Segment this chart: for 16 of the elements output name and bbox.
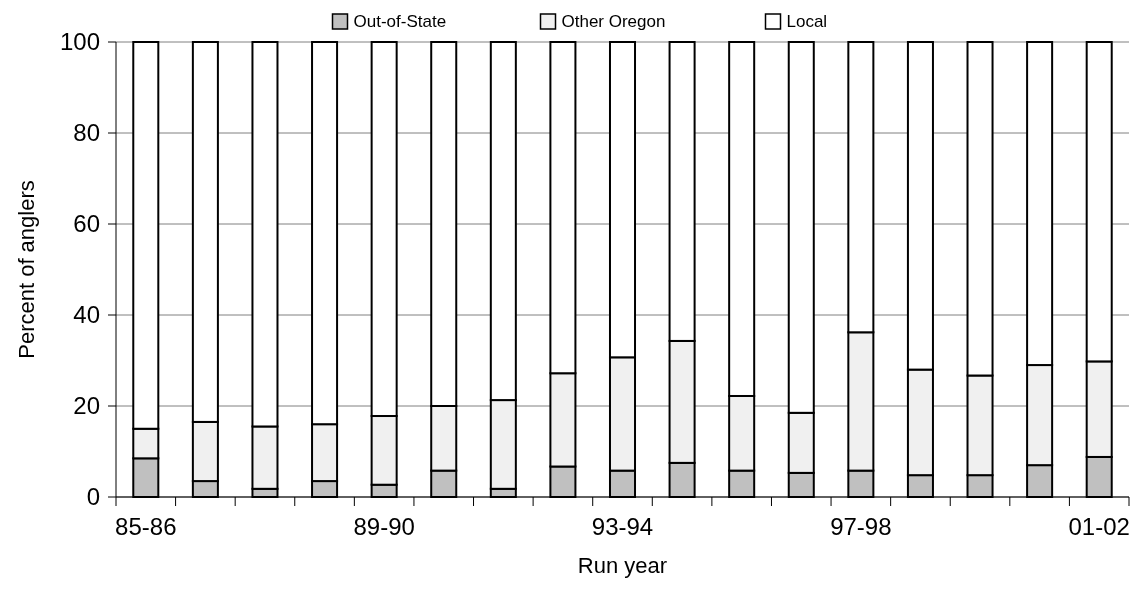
y-tick-label: 0: [86, 483, 100, 511]
legend-label: Local: [786, 12, 828, 31]
y-tick-label: 100: [59, 28, 100, 56]
y-tick-label: 80: [73, 119, 100, 147]
y-tick-label: 60: [73, 210, 100, 238]
x-tick-label: 85-86: [115, 513, 177, 540]
x-tick-label: 89-90: [353, 513, 415, 540]
x-tick-label: 01-02: [1068, 513, 1130, 540]
x-tick-label: 93-94: [591, 513, 654, 540]
legend-label: Out-of-State: [353, 12, 447, 31]
y-axis-title: Percent of anglers: [14, 180, 39, 359]
y-tick-label: 40: [73, 301, 100, 329]
x-axis-title: Run year: [577, 553, 668, 578]
y-tick-label: 20: [73, 392, 100, 420]
legend-label: Other Oregon: [561, 12, 666, 31]
x-tick-label: 97-98: [830, 513, 892, 540]
